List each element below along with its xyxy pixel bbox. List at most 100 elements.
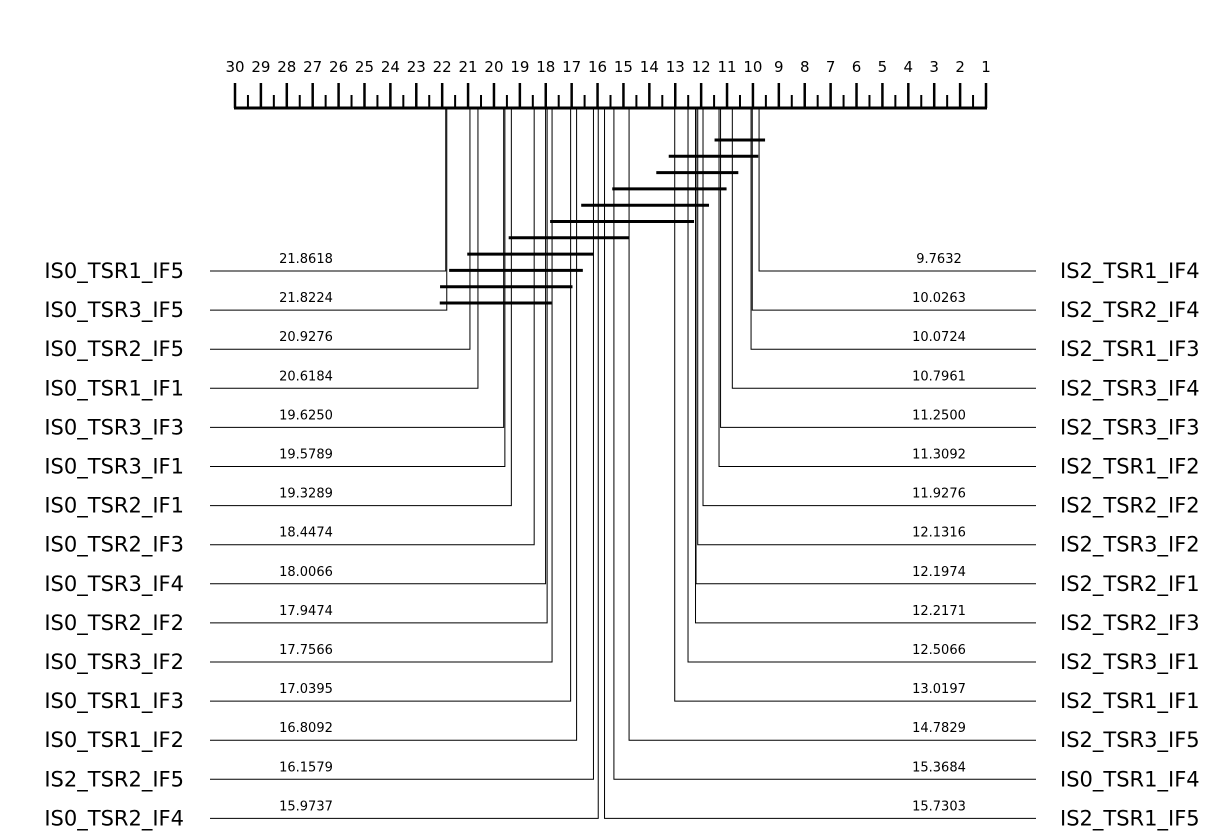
right-method-label: IS2_TSR2_IF1 [1060,572,1200,597]
right-method-label: IS2_TSR1_IF1 [1060,689,1200,714]
right-connector [687,108,1036,663]
left-rank-label: 16.8092 [279,721,333,736]
left-connector [210,108,594,780]
tick-label: 21 [459,58,478,76]
left-method-label: IS0_TSR3_IF5 [44,298,184,323]
tick-label: 9 [774,58,784,76]
left-rank-label: 17.0395 [279,682,333,697]
right-connector [674,108,1036,702]
right-rank-label: 11.3092 [912,448,966,463]
right-connector [604,108,1036,819]
clique-bars [439,138,766,305]
right-connector [702,108,1036,507]
left-connector [210,108,535,546]
right-rank-label: 10.0263 [912,291,966,306]
left-method-label: IS0_TSR1_IF1 [44,376,184,401]
tick-label: 3 [929,58,939,76]
tick-label: 28 [277,58,296,76]
right-rank-label: 10.0724 [912,330,966,345]
left-rank-label: 20.9276 [279,330,333,345]
left-method-label: IS0_TSR2_IF5 [44,337,184,362]
tick-label: 23 [407,58,426,76]
tick-label: 6 [852,58,862,76]
tick-label: 11 [717,58,736,76]
right-method-label: IS2_TSR1_IF2 [1060,455,1200,480]
tick-label: 25 [355,58,374,76]
left-connector [210,108,506,467]
left-method-label: IS0_TSR2_IF2 [44,611,184,636]
tick-label: 29 [251,58,270,76]
left-connector [210,108,447,272]
tick-label: 10 [743,58,762,76]
tick-label: 27 [303,58,322,76]
right-rank-label: 10.7961 [912,369,966,384]
right-rank-label: 12.5066 [912,643,966,658]
left-rank-label: 17.7566 [279,643,333,658]
right-method-label: IS0_TSR1_IF4 [1060,767,1200,792]
right-rank-label: 15.7303 [912,799,966,814]
tick-label: 17 [562,58,581,76]
left-rank-label: 16.1579 [279,760,333,775]
right-rank-label: 9.7632 [916,252,962,267]
left-method-label: IS0_TSR3_IF2 [44,650,184,675]
left-connector [210,108,553,663]
right-rank-label: 12.1974 [912,565,966,580]
left-connector [210,108,512,507]
left-rank-label: 19.6250 [279,408,333,423]
left-method-label: IS0_TSR1_IF2 [44,728,184,753]
left-method-label: IS0_TSR2_IF3 [44,533,184,558]
tick-label: 12 [692,58,711,76]
right-connector [750,108,1036,350]
left-method-label: IS0_TSR2_IF4 [44,806,184,831]
left-method-label: IS0_TSR1_IF3 [44,689,184,714]
right-method-label: IS2_TSR2_IF4 [1060,298,1200,323]
tick-label: 13 [666,58,685,76]
left-method-label: IS2_TSR2_IF5 [44,767,184,792]
right-method-label: IS2_TSR2_IF3 [1060,611,1200,636]
right-method-label: IS2_TSR3_IF2 [1060,533,1200,558]
left-method-label: IS0_TSR3_IF4 [44,572,184,597]
right-method-label: IS2_TSR1_IF3 [1060,337,1200,362]
tick-label: 19 [510,58,529,76]
left-connector [210,108,599,819]
left-method-label: IS0_TSR1_IF5 [44,259,184,284]
right-connector [718,108,1036,467]
tick-label: 5 [878,58,888,76]
left-rank-label: 18.0066 [279,565,333,580]
tick-label: 15 [614,58,633,76]
right-connector [758,108,1036,272]
left-rank-label: 15.9737 [279,799,333,814]
right-method-label: IS2_TSR1_IF4 [1060,259,1200,284]
right-methods: 9.7632 IS2_TSR1_IF4 10.0263 IS2_TSR2_IF4 10.… [604,108,1200,831]
rank-axis: 30 29 28 27 26 25 24 23 22 21 20 19 18 17 16 15 14 13 12 11… [225,58,991,110]
tick-label: 20 [484,58,503,76]
right-rank-label: 14.7829 [912,721,966,736]
tick-label: 30 [225,58,244,76]
right-method-label: IS2_TSR3_IF4 [1060,376,1200,401]
tick-label: 8 [800,58,810,76]
tick-label: 22 [433,58,452,76]
right-method-label: IS2_TSR3_IF3 [1060,415,1200,440]
left-rank-label: 19.5789 [279,448,333,463]
tick-label: 16 [588,58,607,76]
right-method-label: IS2_TSR2_IF2 [1060,494,1200,519]
tick-label: 1 [981,58,991,76]
tick-label: 4 [904,58,914,76]
left-method-label: IS0_TSR3_IF3 [44,415,184,440]
left-rank-label: 20.6184 [279,369,333,384]
right-connector [720,108,1036,428]
left-methods: 21.8618 IS0_TSR1_IF5 21.8224 IS0_TSR3_IF5 20… [44,108,599,831]
left-method-label: IS0_TSR2_IF1 [44,494,184,519]
left-rank-label: 18.4474 [279,526,333,541]
tick-label: 24 [381,58,400,76]
right-connector [695,108,1036,624]
left-connector [210,108,578,741]
left-connector [210,108,448,311]
left-connector [210,108,547,585]
tick-label: 14 [640,58,659,76]
left-rank-label: 19.3289 [279,487,333,502]
left-method-label: IS0_TSR3_IF1 [44,455,184,480]
left-connector [210,108,471,350]
left-connector [210,108,548,624]
